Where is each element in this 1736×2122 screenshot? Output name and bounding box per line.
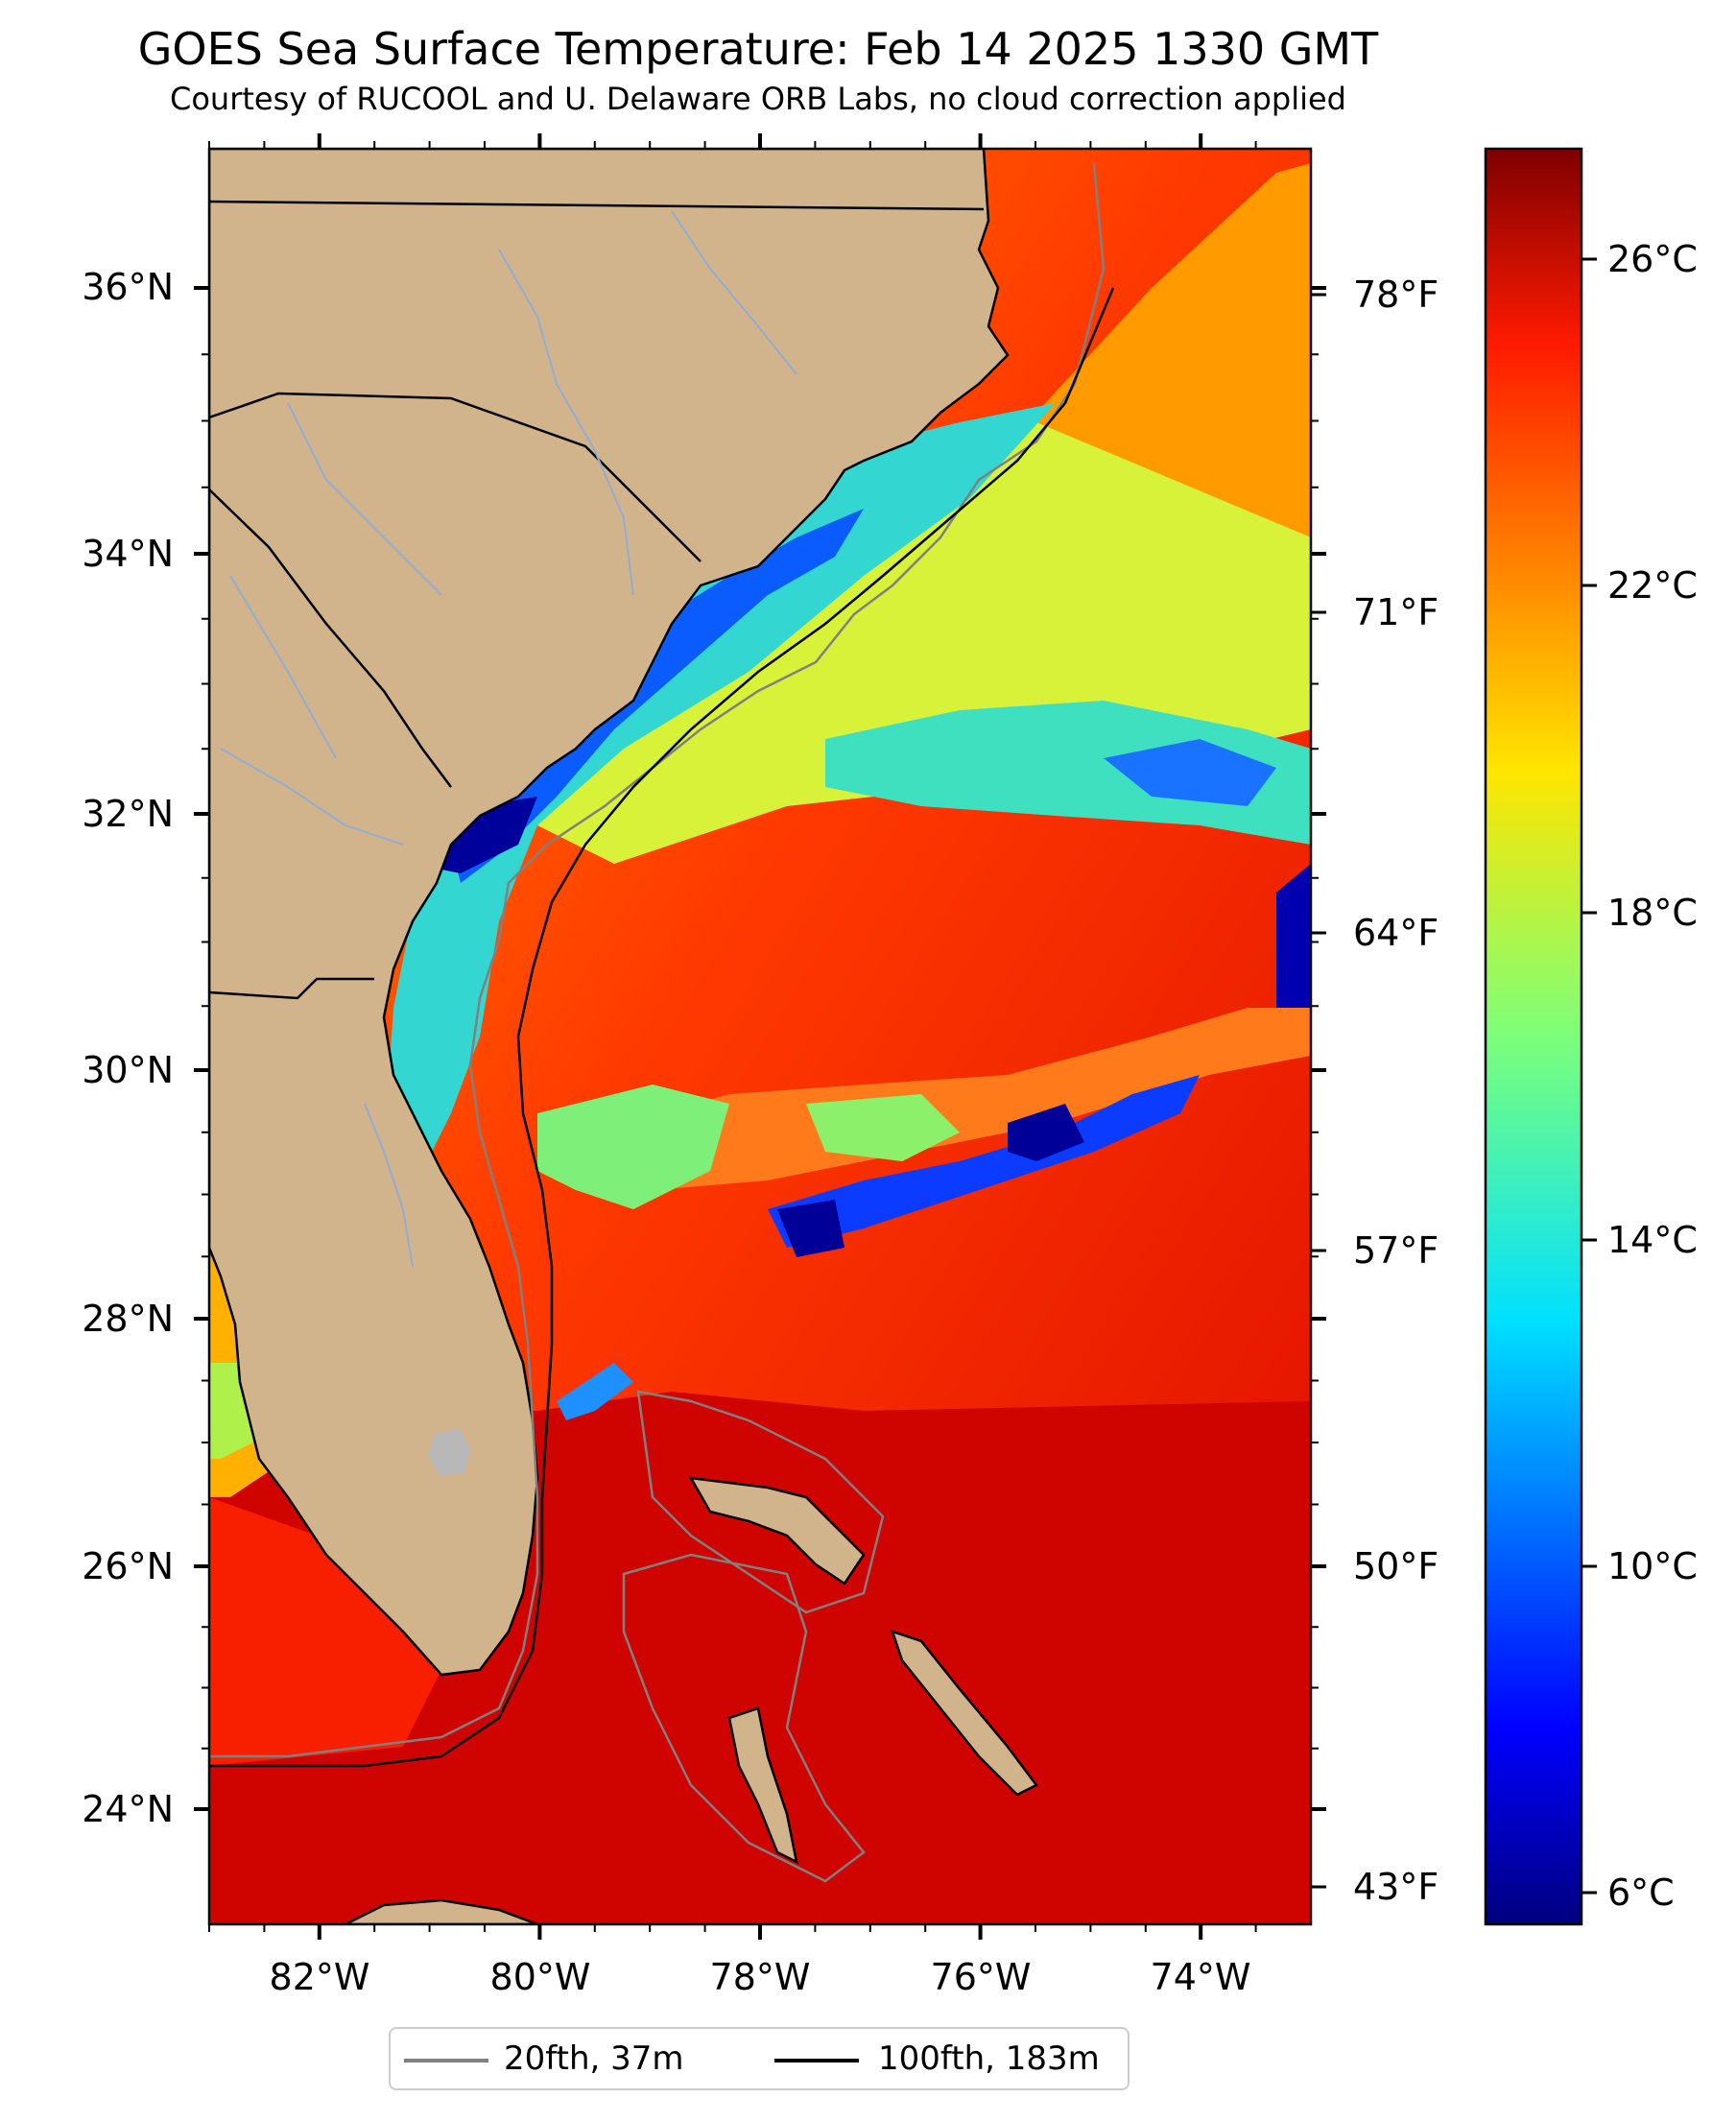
lon-label: 82°W xyxy=(269,1956,370,1998)
isobath-andros xyxy=(622,1553,866,1883)
celsius-label: 18°C xyxy=(1607,892,1698,934)
cold-eddy-2 xyxy=(777,1200,844,1257)
map-area xyxy=(209,149,1311,1924)
celsius-label: 22°C xyxy=(1607,564,1698,607)
celsius-label: 6°C xyxy=(1607,1872,1675,1914)
lat-label: 34°N xyxy=(82,533,174,575)
lat-label: 32°N xyxy=(82,793,174,835)
legend-label-100fth: 100fth, 183m xyxy=(878,2039,1100,2078)
isobath-20fth xyxy=(209,162,1106,1758)
lon-label: 76°W xyxy=(930,1956,1032,1998)
celsius-label: 26°C xyxy=(1607,238,1698,280)
shelf-blue-water xyxy=(451,509,864,883)
colorbar-ticks xyxy=(1311,257,1597,1895)
cool-plume-gulfstream xyxy=(557,1363,633,1420)
fahrenheit-label: 50°F xyxy=(1353,1545,1439,1587)
lon-label: 74°W xyxy=(1150,1956,1251,1998)
lon-label: 80°W xyxy=(489,1956,591,1998)
legend-label-20fth: 20fth, 37m xyxy=(504,2039,684,2078)
cold-east-edge xyxy=(1276,864,1311,1037)
cool-filament-blue xyxy=(1104,739,1276,806)
eleuthera-exumas xyxy=(891,1630,1038,1797)
gulf-green xyxy=(209,1363,259,1459)
cyan-patch-2 xyxy=(806,1094,960,1161)
state-borders xyxy=(209,200,985,1000)
gulf-warm xyxy=(209,1497,441,1766)
lon-label: 78°W xyxy=(709,1956,811,1998)
lake-okeechobee xyxy=(428,1428,470,1476)
fahrenheit-label: 43°F xyxy=(1353,1866,1439,1908)
cool-streak-mid xyxy=(595,1008,1311,1190)
colorbar xyxy=(1484,147,1583,1926)
legend-swatch-100fth xyxy=(774,2059,859,2062)
cool-filament-central xyxy=(825,701,1311,845)
cyan-patches xyxy=(537,1085,729,1209)
cold-eddy-1 xyxy=(1008,1104,1084,1161)
lat-label: 24°N xyxy=(82,1788,174,1830)
cold-streak-blue xyxy=(768,1075,1200,1248)
fahrenheit-label: 71°F xyxy=(1353,591,1439,633)
celsius-label: 14°C xyxy=(1607,1219,1698,1261)
isobath-100fth xyxy=(209,287,1115,1768)
grand-bahama-abaco xyxy=(688,1476,866,1586)
chart-subtitle: Courtesy of RUCOOL and U. Delaware ORB L… xyxy=(170,81,1346,117)
fahrenheit-label: 78°F xyxy=(1353,274,1439,316)
cuba-north-edge xyxy=(345,1898,538,1924)
lat-label: 26°N xyxy=(82,1545,174,1587)
fahrenheit-label: 64°F xyxy=(1353,912,1439,954)
andros-island xyxy=(727,1706,798,1865)
chart-title: GOES Sea Surface Temperature: Feb 14 202… xyxy=(137,23,1379,75)
axis-ticks xyxy=(194,133,1326,1940)
us-east-coast-land xyxy=(209,149,1010,1677)
lat-label: 36°N xyxy=(82,266,174,308)
celsius-label: 10°C xyxy=(1607,1545,1698,1587)
lat-label: 30°N xyxy=(82,1049,174,1091)
legend-swatch-20fth xyxy=(404,2059,488,2062)
isobath-legend: 20fth, 37m 100fth, 183m xyxy=(389,2027,1130,2090)
fahrenheit-label: 57°F xyxy=(1353,1229,1439,1272)
isobath-bahamas xyxy=(636,1390,885,1614)
lat-label: 28°N xyxy=(82,1298,174,1340)
rivers xyxy=(220,210,797,1268)
